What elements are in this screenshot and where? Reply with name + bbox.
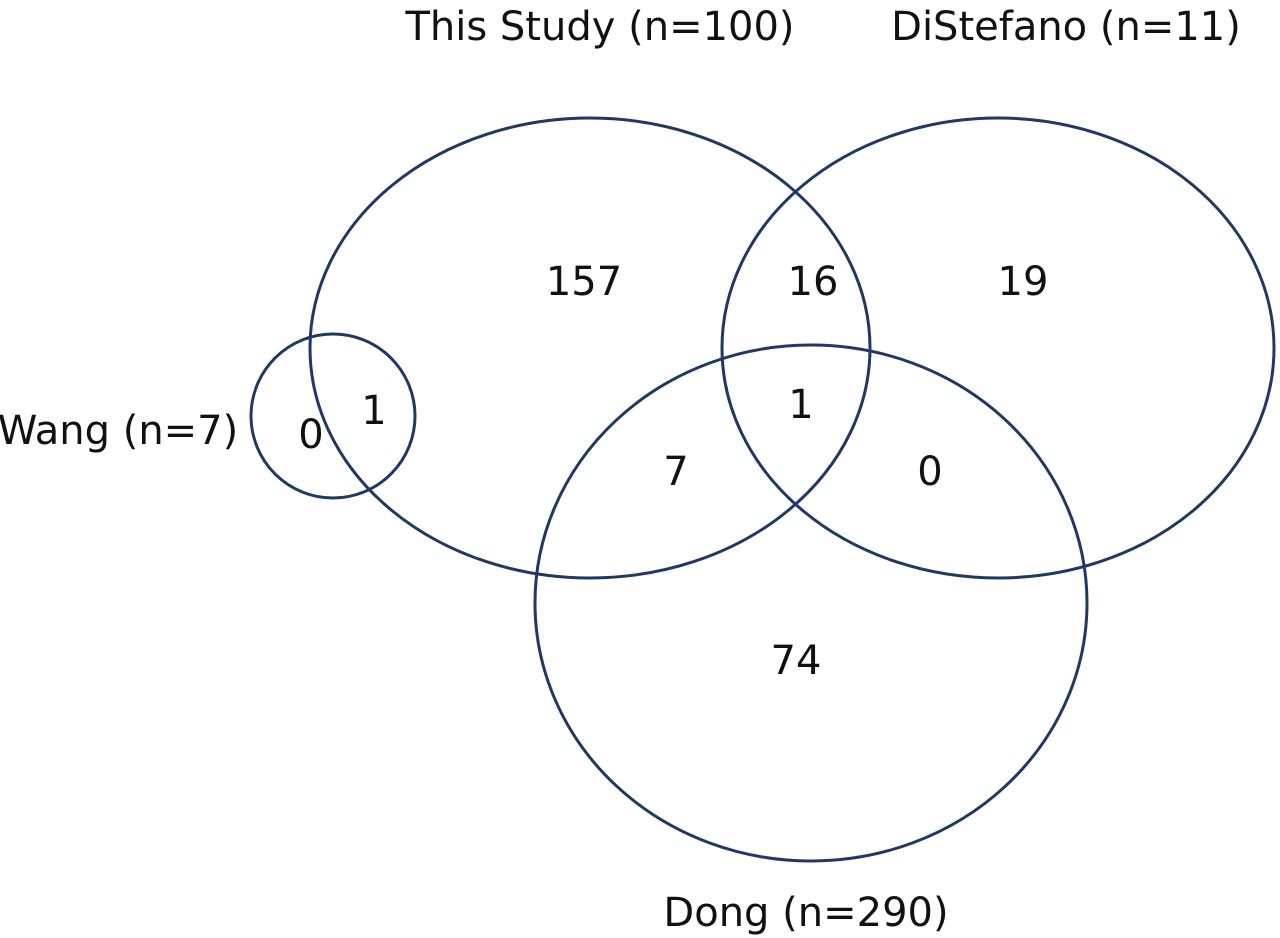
count-wang-this-study: 1	[361, 388, 386, 434]
wang-circle	[249, 332, 417, 500]
distefano-circle	[720, 116, 1276, 580]
count-distefano-only: 19	[998, 259, 1049, 305]
count-wang-only: 0	[298, 412, 323, 458]
dong-circle	[533, 343, 1089, 863]
count-this-study-dong: 7	[663, 449, 688, 495]
count-dong-only: 74	[771, 638, 822, 684]
count-this-study-only: 157	[546, 259, 622, 305]
dong-label: Dong (n=290)	[663, 890, 948, 936]
count-distefano-dong: 0	[917, 449, 942, 495]
this-study-circle	[308, 116, 872, 580]
wang-label: Wang (n=7)	[0, 408, 238, 454]
distefano-label: DiStefano (n=11)	[891, 4, 1241, 50]
this-study-label: This Study (n=100)	[404, 4, 794, 50]
count-this-study-distefano-dong: 1	[788, 382, 813, 428]
count-this-study-distefano: 16	[788, 259, 839, 305]
